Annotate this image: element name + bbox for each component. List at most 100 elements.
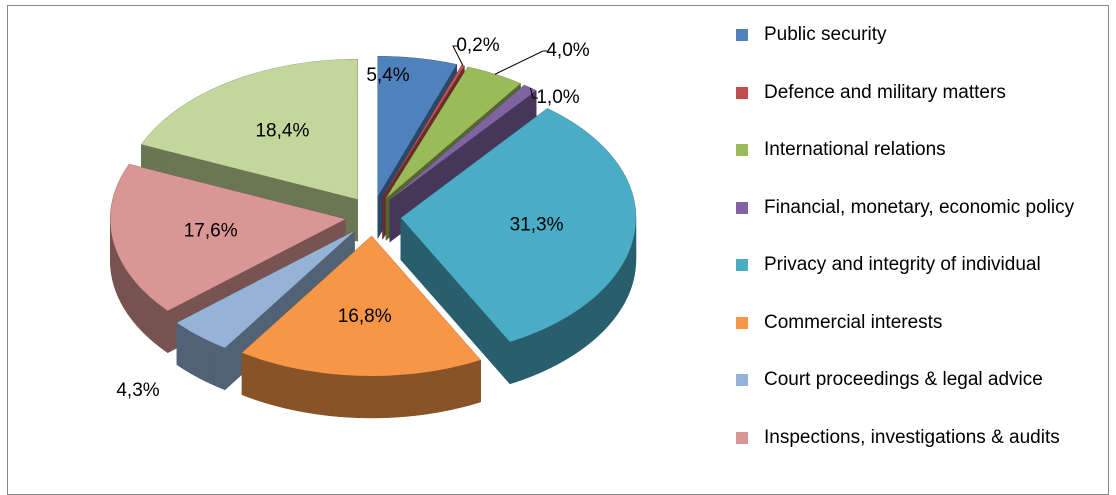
slice-wall — [604, 284, 607, 330]
slice-wall — [126, 269, 129, 315]
data-label: 4,3% — [116, 380, 159, 401]
legend-item: Privacy and integrity of individual — [736, 253, 1106, 311]
slice-wall — [117, 253, 119, 299]
slice-wall — [614, 273, 617, 319]
data-label: 31,3% — [510, 215, 564, 236]
legend-swatch — [736, 317, 748, 329]
leader-line — [495, 51, 548, 74]
legend-item: Defence and military matters — [736, 81, 1106, 139]
slice-wall — [556, 320, 561, 365]
slice-wall — [474, 360, 480, 404]
slice-wall — [593, 295, 597, 340]
data-label: 0,2% — [456, 35, 499, 56]
legend-label: International relations — [764, 138, 1104, 161]
legend-label: Commercial interests — [764, 311, 1104, 334]
slice-wall — [155, 301, 159, 346]
data-label: 1,0% — [536, 87, 579, 108]
slice-wall — [298, 369, 305, 412]
slice-wall — [151, 298, 155, 343]
slice-wall — [619, 266, 621, 312]
slice-wall — [332, 374, 339, 417]
slice-wall — [401, 374, 408, 417]
legend-label: Privacy and integrity of individual — [764, 253, 1104, 276]
slice-wall — [292, 368, 299, 411]
slice-wall — [220, 346, 225, 390]
slice-wall — [550, 323, 555, 368]
slice-wall — [312, 371, 319, 414]
slice-wall — [611, 277, 614, 323]
slice-wall — [279, 365, 285, 409]
slice-wall — [394, 375, 401, 417]
slice-wall — [137, 284, 140, 330]
slice-wall — [408, 374, 415, 417]
legend-label: Public security — [764, 23, 1104, 46]
legend-item: Court proceedings & legal advice — [736, 368, 1106, 426]
slice-wall — [566, 315, 571, 360]
slice-wall — [528, 333, 534, 377]
data-label: 5,4% — [366, 65, 409, 86]
legend-label: Court proceedings & legal advice — [764, 368, 1104, 391]
slice-wall — [429, 371, 436, 414]
slice-wall — [545, 326, 550, 371]
slice-wall — [123, 265, 125, 311]
slice-wall — [626, 254, 628, 300]
slice-wall — [163, 308, 167, 353]
legend-item: International relations — [736, 138, 1106, 196]
legend-label: Financial, monetary, economic policy — [764, 196, 1104, 219]
legend: Public security Defence and military matt… — [736, 23, 1106, 483]
slice-wall — [516, 338, 522, 382]
slice-wall — [128, 272, 131, 318]
legend-item: Public security — [736, 23, 1106, 81]
slice-wall — [214, 343, 219, 387]
slice-wall — [580, 305, 584, 350]
legend-swatch — [736, 202, 748, 214]
legend-swatch — [736, 29, 748, 41]
slice-wall — [131, 276, 134, 322]
slice-wall — [442, 368, 449, 411]
slice-wall — [318, 372, 325, 415]
slice-wall — [121, 261, 123, 307]
slice-wall — [571, 312, 576, 357]
legend-swatch — [736, 259, 748, 271]
slice-wall — [522, 336, 528, 380]
slice-wall — [159, 304, 163, 349]
slice-wall — [119, 257, 121, 303]
slice-wall — [534, 331, 540, 375]
slice-wall — [585, 302, 589, 347]
legend-item: Commercial interests — [736, 311, 1106, 369]
legend-label: Defence and military matters — [764, 81, 1104, 104]
legend-label: Inspections, investigations & audits — [764, 426, 1104, 449]
pie-chart: 5,4%0,2%4,0%1,0%31,3%16,8%4,3%17,6%18,4% — [8, 6, 728, 489]
slice-wall — [134, 280, 137, 326]
chart-frame: 5,4%0,2%4,0%1,0%31,3%16,8%4,3%17,6%18,4%… — [7, 5, 1109, 495]
data-label: 17,6% — [184, 221, 238, 242]
slice-wall — [140, 287, 143, 333]
slice-wall — [143, 291, 147, 337]
slice-wall — [628, 250, 630, 296]
slice-wall — [539, 328, 545, 372]
slice-wall — [561, 318, 566, 363]
data-label: 16,8% — [338, 306, 392, 327]
slice-wall — [353, 376, 360, 418]
slice-wall — [374, 376, 381, 418]
slice-wall — [339, 375, 346, 418]
slice-wall — [387, 375, 394, 417]
slice-wall — [422, 372, 429, 415]
legend-swatch — [736, 374, 748, 386]
slice-wall — [462, 364, 468, 408]
slice-wall — [325, 373, 332, 416]
slice-wall — [589, 299, 593, 344]
slice-wall — [601, 288, 605, 334]
slice-wall — [449, 367, 456, 410]
slice-wall — [415, 373, 422, 416]
slice-wall — [305, 370, 312, 413]
slice-wall — [624, 258, 626, 304]
legend-swatch — [736, 87, 748, 99]
legend-swatch — [736, 432, 748, 444]
data-label: 18,4% — [255, 121, 309, 142]
slice-wall — [285, 366, 292, 409]
slice-wall — [360, 376, 367, 418]
slice-wall — [622, 262, 624, 308]
slice-wall — [617, 269, 620, 315]
slice-wall — [597, 292, 601, 337]
